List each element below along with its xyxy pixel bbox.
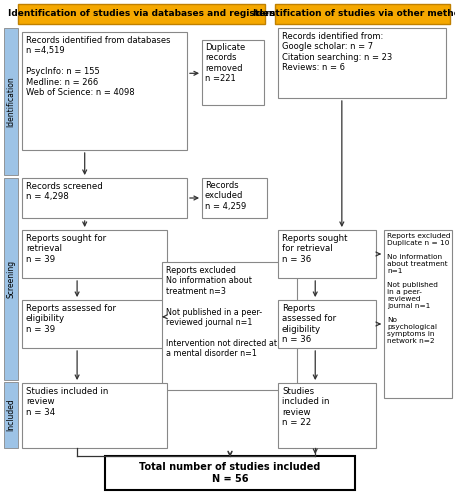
Text: Total number of studies included
N = 56: Total number of studies included N = 56: [139, 462, 320, 484]
Text: Duplicate
records
removed
n =221: Duplicate records removed n =221: [205, 43, 245, 83]
FancyBboxPatch shape: [22, 178, 187, 218]
FancyBboxPatch shape: [18, 4, 264, 24]
FancyBboxPatch shape: [278, 300, 375, 348]
FancyBboxPatch shape: [162, 262, 296, 390]
Text: Studies included in
review
n = 34: Studies included in review n = 34: [26, 387, 108, 417]
FancyBboxPatch shape: [278, 230, 375, 278]
Text: Reports sought for
retrieval
n = 39: Reports sought for retrieval n = 39: [26, 234, 106, 264]
Text: Reports excluded
Duplicate n = 10

No information
about treatment
n=1

Not publi: Reports excluded Duplicate n = 10 No inf…: [386, 233, 450, 344]
Text: Included: Included: [6, 398, 15, 432]
FancyBboxPatch shape: [202, 178, 267, 218]
Text: Reports
assessed for
eligibility
n = 36: Reports assessed for eligibility n = 36: [281, 304, 335, 344]
Text: Records identified from databases
n =4,519

PsycInfo: n = 155
Medline: n = 266
W: Records identified from databases n =4,5…: [26, 36, 170, 97]
FancyBboxPatch shape: [22, 230, 167, 278]
FancyBboxPatch shape: [22, 383, 167, 448]
FancyBboxPatch shape: [22, 32, 187, 150]
Text: Studies
included in
review
n = 22: Studies included in review n = 22: [281, 387, 329, 427]
Text: Reports sought
for retrieval
n = 36: Reports sought for retrieval n = 36: [281, 234, 347, 264]
Text: Reports assessed for
eligibility
n = 39: Reports assessed for eligibility n = 39: [26, 304, 116, 334]
Text: Records screened
n = 4,298: Records screened n = 4,298: [26, 182, 102, 202]
FancyBboxPatch shape: [383, 230, 451, 398]
FancyBboxPatch shape: [22, 300, 167, 348]
FancyBboxPatch shape: [274, 4, 449, 24]
Text: Identification of studies via databases and registers: Identification of studies via databases …: [8, 10, 274, 18]
FancyBboxPatch shape: [105, 456, 354, 490]
Text: Screening: Screening: [6, 260, 15, 298]
FancyBboxPatch shape: [278, 28, 445, 98]
Text: Records identified from:
Google scholar: n = 7
Citation searching: n = 23
Review: Records identified from: Google scholar:…: [281, 32, 391, 72]
Text: Reports excluded
No information about
treatment n=3

Not published in a peer-
re: Reports excluded No information about tr…: [166, 266, 276, 358]
Text: Identification of studies via other methods: Identification of studies via other meth…: [253, 10, 455, 18]
FancyBboxPatch shape: [4, 382, 18, 448]
Text: Identification: Identification: [6, 76, 15, 127]
FancyBboxPatch shape: [4, 28, 18, 175]
FancyBboxPatch shape: [202, 40, 263, 105]
FancyBboxPatch shape: [278, 383, 375, 448]
Text: Records
excluded
n = 4,259: Records excluded n = 4,259: [205, 181, 246, 211]
FancyBboxPatch shape: [4, 178, 18, 380]
